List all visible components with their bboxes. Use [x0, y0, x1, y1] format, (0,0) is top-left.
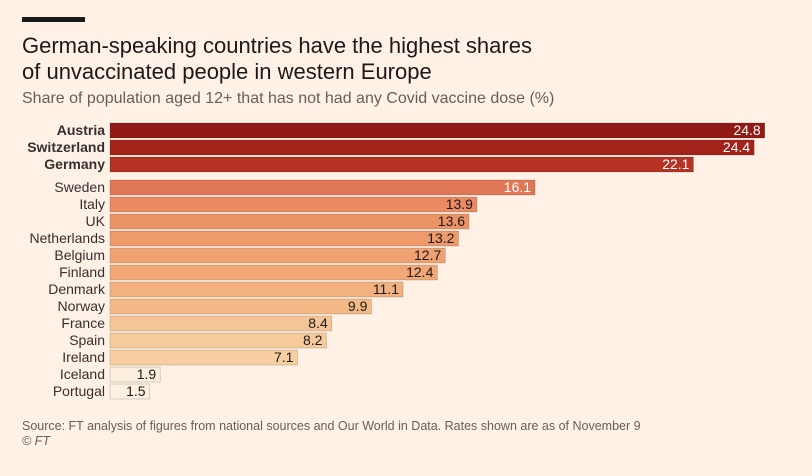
value-label: 24.4 — [723, 139, 750, 155]
value-label: 1.5 — [126, 383, 146, 399]
value-label: 22.1 — [662, 156, 689, 172]
value-label: 13.9 — [446, 196, 473, 212]
value-label: 12.7 — [414, 247, 441, 263]
bar — [109, 349, 298, 366]
category-label: Sweden — [54, 179, 105, 195]
category-label: Ireland — [62, 349, 105, 365]
category-label: Spain — [69, 332, 105, 348]
value-label: 8.2 — [303, 332, 323, 348]
category-label: UK — [86, 213, 106, 229]
value-label: 16.1 — [504, 179, 531, 195]
category-label: Italy — [79, 196, 105, 212]
bar — [109, 281, 404, 298]
bar — [109, 179, 536, 196]
category-label: Portugal — [53, 383, 105, 399]
category-label: France — [61, 315, 105, 331]
bar — [109, 247, 446, 264]
credit: © FT — [22, 434, 50, 448]
category-label: Norway — [58, 298, 105, 314]
category-label: Austria — [57, 122, 105, 138]
value-label: 8.4 — [308, 315, 328, 331]
bar — [109, 315, 333, 332]
value-label: 9.9 — [348, 298, 368, 314]
category-label: Finland — [59, 264, 105, 280]
top-rule — [22, 17, 85, 22]
category-label: Iceland — [60, 366, 105, 382]
category-label: Germany — [44, 156, 105, 172]
bar — [109, 332, 327, 349]
bar — [109, 213, 470, 230]
bar — [109, 366, 161, 383]
chart-subtitle: Share of population aged 12+ that has no… — [22, 90, 555, 107]
category-label: Switzerland — [27, 139, 105, 155]
source-note: Source: FT analysis of figures from nati… — [22, 419, 641, 433]
chart-title: German-speaking countries have the highe… — [22, 33, 532, 84]
bar — [109, 196, 478, 213]
value-label: 13.2 — [427, 230, 454, 246]
value-label: 13.6 — [438, 213, 465, 229]
category-label: Netherlands — [30, 230, 106, 246]
bar — [109, 122, 766, 139]
value-label: 12.4 — [406, 264, 433, 280]
value-label: 24.8 — [733, 122, 760, 138]
category-label: Belgium — [54, 247, 105, 263]
bar — [109, 298, 372, 315]
bar — [109, 156, 694, 173]
bar — [109, 383, 150, 400]
bar — [109, 230, 459, 247]
category-label: Denmark — [48, 281, 106, 297]
bar — [109, 264, 438, 281]
value-label: 1.9 — [137, 366, 157, 382]
value-label: 7.1 — [274, 349, 294, 365]
bar — [109, 139, 755, 156]
value-label: 11.1 — [373, 281, 399, 297]
